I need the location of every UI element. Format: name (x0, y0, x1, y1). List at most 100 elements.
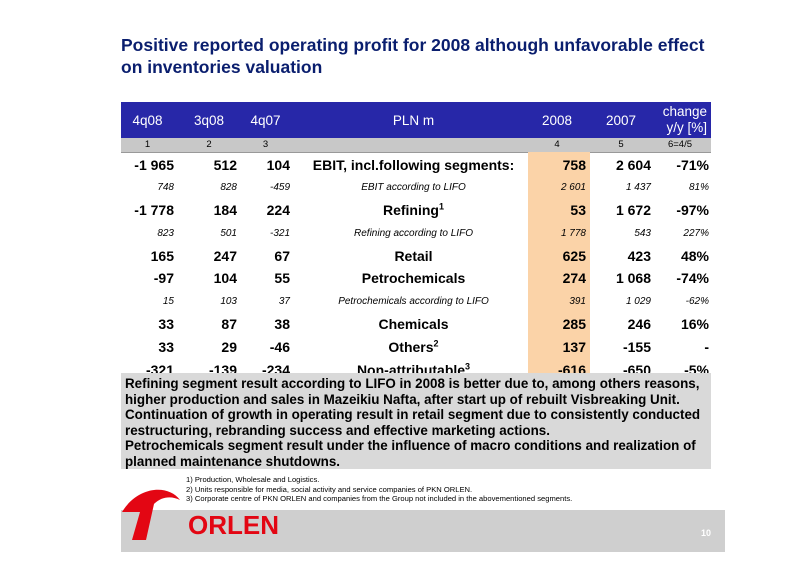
cell-4q08: 748 (157, 182, 174, 193)
footnote-3: 3) Corporate centre of PKN ORLEN and com… (186, 494, 573, 503)
index-5: 5 (618, 139, 624, 150)
table-row: -97 104 55 Petrochemicals 274 1 068 -74% (121, 267, 711, 289)
header-2007: 2007 (605, 113, 637, 128)
cell-4q08: -97 (153, 270, 174, 286)
cell-2007: 543 (634, 228, 651, 239)
cell-label: Refining according to LIFO (354, 228, 473, 239)
slide-title-line-1: Positive reported operating profit for 2… (121, 35, 705, 55)
cell-4q08: -1 965 (134, 157, 174, 173)
cell-4q08: -1 778 (134, 202, 174, 218)
table-row: 33 29 -46 Others2 137 -155 - (121, 336, 711, 358)
index-6: 6=4/5 (667, 139, 693, 150)
cell-2007: 1 672 (615, 202, 651, 218)
cell-2008: 285 (562, 316, 586, 332)
table-row: 33 87 38 Chemicals 285 246 16% (121, 313, 711, 335)
cell-label: Petrochemicals (361, 270, 466, 286)
cell-label: EBIT, incl.following segments: (312, 157, 515, 173)
table-row: 823 501 -321 Refining according to LIFO 1 77… (121, 223, 711, 245)
cell-2007: 423 (627, 248, 651, 264)
cell-4q07: -459 (269, 182, 290, 193)
cell-2007: 1 437 (625, 182, 651, 193)
cell-label: EBIT according to LIFO (361, 182, 466, 193)
header-2008: 2008 (541, 113, 573, 128)
cell-2008: 274 (562, 270, 586, 286)
header-change-line-2: y/y [%] (666, 120, 707, 135)
orlen-eagle-icon (122, 489, 180, 540)
slide-title: Positive reported operating profit for 2… (121, 34, 761, 78)
cell-3q08: 512 (213, 157, 237, 173)
commentary-box: Refining segment result according to LIF… (121, 373, 711, 469)
cell-2008: 53 (570, 202, 586, 218)
cell-4q07: 224 (266, 202, 290, 218)
cell-2008: 2 601 (560, 182, 586, 193)
cell-change: -71% (676, 157, 709, 173)
commentary-line: Petrochemicals segment result under the … (125, 438, 696, 453)
cell-label: Others2 (301, 339, 526, 355)
cell-3q08: 29 (221, 339, 237, 355)
cell-3q08: 184 (213, 202, 237, 218)
cell-2007: 1 029 (625, 296, 651, 307)
index-3: 3 (262, 139, 269, 150)
column-index-row: 1 2 3 4 5 6=4/5 (121, 138, 711, 153)
footnote-marker: 3 (465, 361, 471, 372)
cell-4q08: 33 (158, 316, 174, 332)
index-4: 4 (554, 139, 560, 150)
cell-2008: 137 (562, 339, 586, 355)
cell-4q07: 37 (278, 296, 290, 307)
cell-change: -62% (685, 296, 709, 307)
cell-3q08: 828 (220, 182, 237, 193)
header-4q08: 4q08 (132, 113, 163, 128)
cell-2008: 391 (569, 296, 586, 307)
cell-4q08: 33 (158, 339, 174, 355)
cell-3q08: 104 (213, 270, 237, 286)
cell-4q07: -321 (269, 228, 290, 239)
orlen-logo-text: ORLEN (188, 510, 279, 540)
header-3q08: 3q08 (193, 113, 225, 128)
table-row: 165 247 67 Retail 625 423 48% (121, 245, 711, 267)
commentary-line: restructuring, rebranding success and ef… (125, 422, 550, 438)
cell-4q07: 38 (274, 316, 290, 332)
cell-4q07: 104 (266, 157, 290, 173)
index-2: 2 (206, 139, 212, 150)
cell-3q08: 103 (220, 296, 237, 307)
cell-label-text: Refining (382, 202, 439, 218)
commentary-line: higher production and sales in Mazeikiu … (125, 391, 680, 407)
cell-2007: 2 604 (615, 157, 651, 173)
slide-title-line-2: on inventories valuation (121, 57, 323, 77)
table-row: 15 103 37 Petrochemicals according to LIFO 3… (121, 291, 711, 313)
footnotes: 1) Production, Wholesale and Logistics. … (186, 475, 572, 504)
cell-change: 227% (683, 228, 709, 239)
table-header: 4q08 3q08 4q07 PLN m 2008 2007 change y/… (121, 102, 711, 138)
header-pln-m: PLN m (392, 113, 435, 128)
footnote-1: 1) Production, Wholesale and Logistics. (186, 475, 320, 484)
cell-label-text: Others (388, 339, 434, 355)
cell-2007: 1 068 (615, 270, 651, 286)
header-change: change y/y [%] (637, 104, 707, 136)
cell-change: 81% (688, 182, 709, 193)
cell-2008: 625 (562, 248, 586, 264)
cell-3q08: 501 (220, 228, 237, 239)
commentary-line: planned maintenance shutdowns. (125, 453, 341, 469)
footer-band: 10 (121, 510, 725, 552)
commentary-line: Refining segment result according to LIF… (125, 376, 700, 391)
cell-2007: -155 (622, 339, 651, 355)
cell-2007: 246 (627, 316, 651, 332)
cell-change: -97% (676, 202, 709, 218)
page-number: 10 (700, 528, 711, 538)
cell-label: Retail (394, 248, 433, 264)
commentary-line: Continuation of growth in operating resu… (125, 407, 701, 422)
orlen-logo: ORLEN (122, 489, 279, 540)
cell-label: Refining1 (301, 202, 526, 218)
cell-label: Petrochemicals according to LIFO (338, 296, 489, 307)
cell-4q07: 55 (274, 270, 290, 286)
cell-change: 16% (680, 316, 709, 332)
cell-change: 48% (680, 248, 709, 264)
cell-4q08: 823 (157, 228, 174, 239)
cell-4q07: -46 (269, 339, 290, 355)
header-4q07: 4q07 (250, 113, 281, 128)
table-row: -1 778 184 224 Refining1 53 1 672 -97% (121, 199, 711, 221)
cell-label: Chemicals (378, 316, 449, 332)
table-row: -1 965 512 104 EBIT, incl.following segment… (121, 154, 711, 176)
footnote-marker: 1 (438, 201, 444, 212)
cell-2008: 1 778 (560, 228, 586, 239)
